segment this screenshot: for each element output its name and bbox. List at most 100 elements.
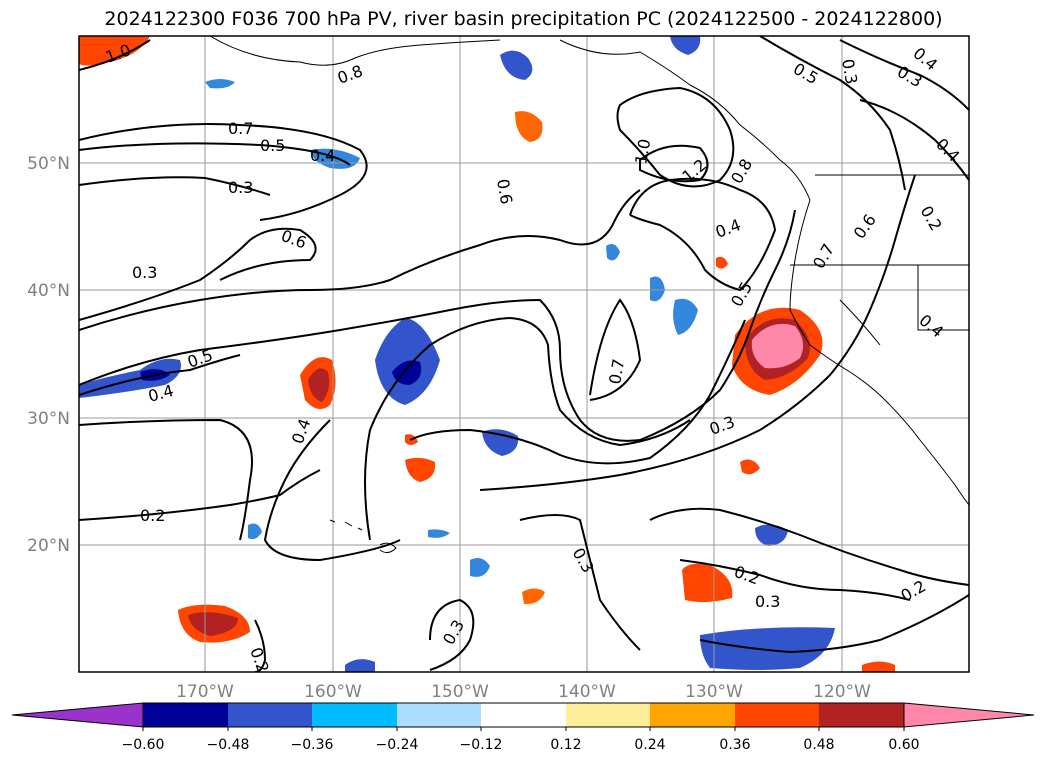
contour-4 bbox=[79, 176, 271, 196]
contour-6 bbox=[79, 189, 641, 331]
shade-red-sw bbox=[188, 612, 238, 636]
shade-orange-b3 bbox=[862, 661, 895, 672]
shade-blue-bottom bbox=[700, 627, 835, 670]
contour-label: 0.3 bbox=[755, 592, 780, 611]
contour-label: 0.7 bbox=[809, 240, 838, 272]
contour-label: 0.6 bbox=[850, 211, 880, 243]
lon-tick-labels: 170°W 160°W 150°W 140°W 130°W 120°W bbox=[176, 682, 871, 702]
contour-2 bbox=[79, 123, 368, 221]
lon-label: 150°W bbox=[431, 682, 489, 702]
colorbar-tick-label: −0.24 bbox=[376, 737, 419, 753]
contour-label: 0.3 bbox=[228, 178, 253, 197]
shade-blue-s4 bbox=[470, 558, 490, 577]
contour-10 bbox=[364, 316, 691, 541]
colorbar-tick-label: 0.48 bbox=[803, 737, 834, 753]
contour-label: 0.7 bbox=[605, 357, 628, 385]
contour-14 bbox=[639, 144, 709, 183]
contour-23 bbox=[699, 594, 969, 654]
contour-label: 0.7 bbox=[228, 119, 253, 138]
shade-orange-s6 bbox=[522, 588, 545, 605]
contour-label: 0.3 bbox=[838, 57, 861, 85]
coast-hawaii bbox=[329, 519, 397, 554]
shade-orange-nw bbox=[79, 36, 150, 66]
shade-blue-mid1 bbox=[606, 244, 620, 261]
colorbar-bin bbox=[481, 703, 566, 727]
colorbar-bin bbox=[228, 703, 312, 727]
contour-label: 0.4 bbox=[932, 134, 963, 165]
colorbar-bin bbox=[735, 703, 819, 727]
colorbar-tick-label: 0.24 bbox=[634, 737, 665, 753]
shade-blue-s2 bbox=[248, 523, 262, 540]
shade-blue-mid2 bbox=[650, 276, 665, 302]
coast-westcoast bbox=[789, 199, 969, 506]
shade-pink-ca bbox=[751, 323, 804, 369]
shade-orange-c2 bbox=[405, 457, 436, 482]
contour-label: 0.2 bbox=[246, 645, 273, 675]
contour-label: 0.4 bbox=[310, 146, 335, 165]
shade-orange-s5 bbox=[682, 563, 733, 603]
contour-11 bbox=[409, 319, 746, 465]
colorbar-tick-label: 0.60 bbox=[888, 737, 919, 753]
colorbar-tick-label: −0.60 bbox=[122, 737, 165, 753]
colorbar-extend-min bbox=[11, 702, 144, 728]
shade-blue-s3 bbox=[428, 529, 450, 538]
contour-7 bbox=[79, 209, 796, 442]
contour-3 bbox=[79, 142, 351, 166]
graticule bbox=[79, 36, 969, 672]
contour-label: 0.6 bbox=[279, 226, 309, 253]
contour-9 bbox=[79, 418, 253, 541]
shade-blue-s1 bbox=[755, 524, 788, 546]
shade-blue-c3 bbox=[482, 429, 519, 456]
colorbar: −0.60 −0.48 −0.36 −0.24 −0.12 0.12 0.24 … bbox=[11, 702, 1035, 753]
shade-orange-goa bbox=[515, 111, 543, 142]
contour-8 bbox=[79, 354, 241, 396]
lat-tick-labels: 50°N 40°N 30°N 20°N bbox=[27, 154, 70, 556]
map-frame bbox=[78, 35, 970, 673]
coastlines bbox=[209, 36, 969, 554]
contour-label: 0.5 bbox=[727, 278, 756, 310]
map-area: 1.0 0.8 0.7 0.5 0.4 0.3 0.6 0.3 0.6 0.5 … bbox=[79, 36, 969, 675]
colorbar-outline bbox=[142, 702, 905, 728]
lat-label: 40°N bbox=[27, 281, 70, 301]
colorbar-tick-label: −0.12 bbox=[460, 737, 503, 753]
contour-label: 0.3 bbox=[439, 616, 468, 648]
contour-5 bbox=[79, 227, 317, 321]
shade-blue-bering bbox=[500, 50, 533, 80]
shade-blue-b2 bbox=[345, 659, 375, 672]
contour-label: 0.5 bbox=[790, 59, 822, 88]
lat-label: 20°N bbox=[27, 536, 70, 556]
contour-label: 0.8 bbox=[335, 61, 365, 88]
shade-blue-top bbox=[670, 36, 701, 55]
contour-label: 0.2 bbox=[140, 506, 165, 525]
contour-27 bbox=[263, 419, 401, 562]
lon-label: 140°W bbox=[558, 682, 616, 702]
lon-label: 160°W bbox=[304, 682, 362, 702]
contour-label: 1.0 bbox=[631, 137, 654, 165]
contour-label: 0.3 bbox=[707, 412, 737, 439]
contour-label: 0.4 bbox=[713, 215, 743, 242]
contour-label: 0.2 bbox=[898, 576, 930, 605]
contour-22 bbox=[254, 619, 267, 672]
contour-26 bbox=[759, 36, 906, 191]
colorbar-tick-label: −0.36 bbox=[291, 737, 334, 753]
pv-contours bbox=[79, 36, 969, 672]
colorbar-bin bbox=[650, 703, 735, 727]
colorbar-tick-label: 0.12 bbox=[550, 737, 581, 753]
colorbar-bin bbox=[819, 703, 904, 727]
contour-1 bbox=[79, 39, 151, 71]
contour-25 bbox=[859, 99, 969, 181]
contour-15 bbox=[629, 177, 777, 292]
colorbar-bin bbox=[143, 703, 228, 727]
contour-label: 0.6 bbox=[493, 177, 516, 205]
colorbar-bin bbox=[312, 703, 397, 727]
contour-label: 0.4 bbox=[915, 311, 947, 342]
coast-alaska bbox=[209, 36, 811, 201]
shade-red-w2 bbox=[308, 368, 330, 402]
contour-20 bbox=[679, 559, 911, 601]
colorbar-ticks bbox=[142, 727, 905, 731]
lon-label: 130°W bbox=[685, 682, 743, 702]
colorbar-extend-max bbox=[903, 702, 1035, 728]
colorbar-tick-label: 0.36 bbox=[719, 737, 750, 753]
lon-label: 170°W bbox=[176, 682, 234, 702]
